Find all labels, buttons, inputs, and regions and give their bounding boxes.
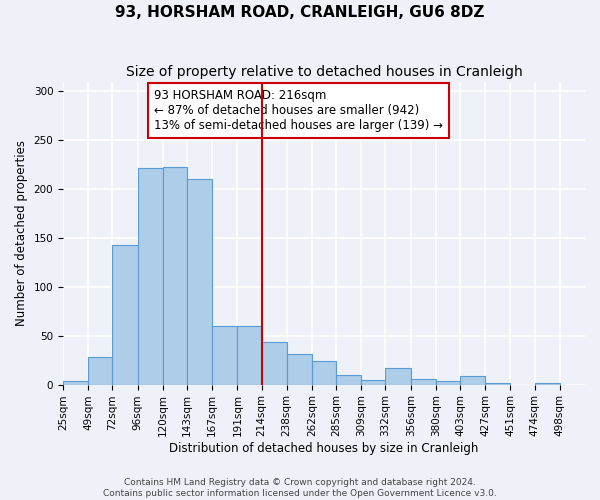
Bar	[361, 380, 385, 384]
Bar	[336, 375, 361, 384]
Bar	[312, 361, 336, 384]
Text: Contains HM Land Registry data © Crown copyright and database right 2024.
Contai: Contains HM Land Registry data © Crown c…	[103, 478, 497, 498]
Bar	[460, 376, 485, 384]
Bar	[485, 382, 511, 384]
Bar	[112, 245, 137, 384]
Bar	[187, 180, 212, 384]
Bar	[287, 354, 312, 384]
Y-axis label: Number of detached properties: Number of detached properties	[15, 140, 28, 326]
Bar	[262, 342, 287, 384]
Bar	[163, 166, 187, 384]
X-axis label: Distribution of detached houses by size in Cranleigh: Distribution of detached houses by size …	[169, 442, 479, 455]
Text: 93 HORSHAM ROAD: 216sqm
← 87% of detached houses are smaller (942)
13% of semi-d: 93 HORSHAM ROAD: 216sqm ← 87% of detache…	[154, 89, 443, 132]
Bar	[88, 357, 112, 384]
Bar	[238, 326, 262, 384]
Title: Size of property relative to detached houses in Cranleigh: Size of property relative to detached ho…	[125, 65, 523, 79]
Bar	[63, 380, 88, 384]
Bar	[137, 168, 163, 384]
Bar	[535, 382, 560, 384]
Bar	[410, 378, 436, 384]
Bar	[436, 380, 460, 384]
Bar	[385, 368, 410, 384]
Text: 93, HORSHAM ROAD, CRANLEIGH, GU6 8DZ: 93, HORSHAM ROAD, CRANLEIGH, GU6 8DZ	[115, 5, 485, 20]
Bar	[212, 326, 238, 384]
